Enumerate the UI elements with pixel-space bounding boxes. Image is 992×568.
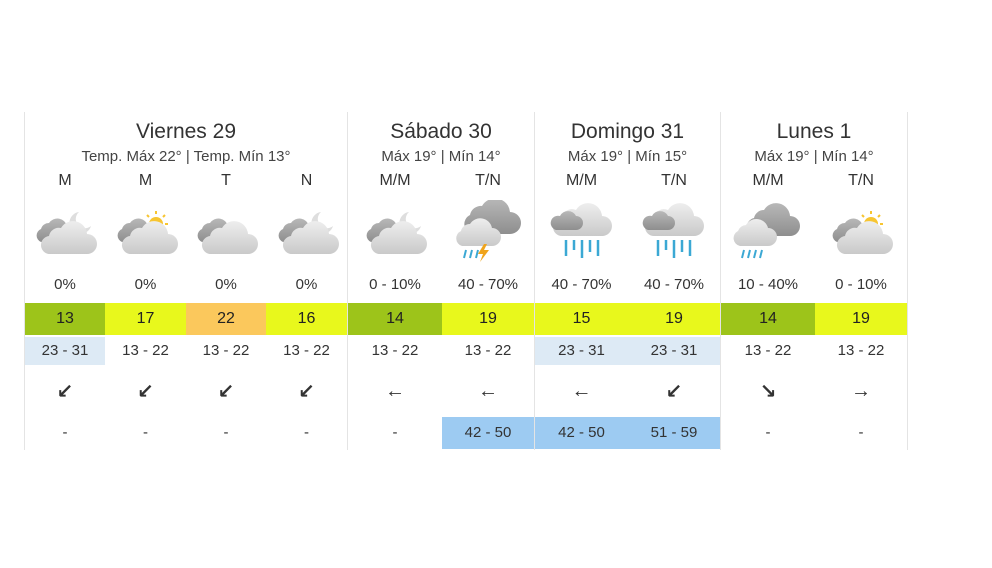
period-label: T [221, 172, 231, 189]
thunderstorm-rain-icon [442, 194, 534, 270]
wind-southeast-arrow-icon: ↘ [759, 380, 777, 403]
range-value: 23 - 31 [628, 337, 720, 365]
day-column-sabado: Sábado 30 Máx 19° | Mín 14° M/M 0 - 10% … [347, 112, 534, 450]
cloudy-moon-icon [348, 194, 442, 270]
day-column-viernes: Viernes 29 Temp. Máx 22° | Temp. Mín 13°… [24, 112, 347, 450]
gust-value: - [721, 417, 815, 449]
precip-chance: 40 - 70% [643, 276, 705, 293]
period-label: M/M [752, 172, 784, 189]
cloudy-moon-icon [266, 194, 347, 270]
gust-value: - [25, 417, 105, 449]
wind-west-arrow-icon: ← [478, 379, 498, 402]
precip-chance: 0 - 10% [835, 276, 887, 293]
day-column-lunes: Lunes 1 Máx 19° | Mín 14° M/M 10 - 40% 1… [720, 112, 908, 450]
precip-chance: 0 - 10% [369, 276, 421, 293]
temperature-value: 19 [442, 303, 534, 335]
period-column: N 0% 16 13 - 22 ↙ - [266, 168, 347, 449]
day-temp-summary: Máx 19° | Mín 14° [381, 148, 501, 165]
period-label: N [300, 172, 313, 189]
forecast-table: Viernes 29 Temp. Máx 22° | Temp. Mín 13°… [24, 112, 908, 450]
period-label: T/N [848, 172, 874, 189]
rain-icon [628, 194, 720, 270]
day-column-domingo: Domingo 31 Máx 19° | Mín 15° M/M 40 - 70… [534, 112, 720, 450]
gust-value: - [348, 417, 442, 449]
gust-value: - [815, 417, 907, 449]
temperature-value: 22 [186, 303, 266, 335]
period-label: M/M [379, 172, 411, 189]
period-column: M/M 10 - 40% 14 13 - 22 ↘ - [721, 168, 815, 449]
period-column: M 0% 17 13 - 22 ↙ - [105, 168, 186, 449]
temperature-value: 17 [105, 303, 186, 335]
period-column: T/N 0 - 10% 19 13 - 22 → - [815, 168, 907, 449]
temperature-value: 14 [348, 303, 442, 335]
wind-southwest-arrow-icon: ↙ [217, 380, 235, 403]
gust-value: - [266, 417, 347, 449]
precip-chance: 10 - 40% [737, 276, 799, 293]
wind-southwest-arrow-icon: ↙ [137, 380, 154, 403]
precip-chance: 40 - 70% [457, 276, 519, 293]
gust-value: - [105, 417, 186, 449]
precip-chance: 0% [215, 276, 237, 293]
temperature-value: 14 [721, 303, 815, 335]
day-temp-summary: Temp. Máx 22° | Temp. Mín 13° [81, 148, 291, 165]
range-value: 13 - 22 [348, 337, 442, 365]
day-title: Lunes 1 [776, 120, 852, 143]
wind-west-arrow-icon: ← [385, 379, 405, 402]
period-column: M 0% 13 23 - 31 ↙ - [25, 168, 105, 449]
temperature-value: 13 [25, 303, 105, 335]
period-label: T/N [661, 172, 687, 189]
day-temp-summary: Máx 19° | Mín 15° [567, 148, 688, 165]
gust-value: 42 - 50 [442, 417, 534, 449]
range-value: 13 - 22 [186, 337, 266, 365]
day-title: Viernes 29 [135, 120, 237, 143]
rain-icon [535, 194, 628, 270]
wind-west-arrow-icon: ← [571, 379, 592, 402]
precip-chance: 0% [295, 276, 318, 293]
precip-chance: 0% [54, 276, 76, 293]
period-label: M/M [565, 172, 598, 189]
range-value: 23 - 31 [25, 337, 105, 365]
day-temp-summary: Máx 19° | Mín 14° [754, 148, 874, 165]
day-title: Sábado 30 [390, 120, 492, 143]
partly-cloudy-sun-icon [105, 194, 186, 270]
range-value: 13 - 22 [266, 337, 347, 365]
wind-east-arrow-icon: → [851, 379, 871, 402]
period-column: T/N 40 - 70% 19 23 - 31 ↙ 51 - 59 [628, 168, 720, 449]
showers-icon [721, 194, 815, 270]
range-value: 13 - 22 [815, 337, 907, 365]
period-column: T/N 40 - 70% 19 13 - 22 ← 42 - 50 [442, 168, 534, 449]
period-column: M/M 40 - 70% 15 23 - 31 ← 42 - 50 [535, 168, 628, 449]
period-label: M [138, 172, 153, 189]
temperature-value: 15 [535, 303, 628, 335]
period-column: T 0% 22 13 - 22 ↙ - [186, 168, 266, 449]
temperature-value: 19 [815, 303, 907, 335]
cloudy-moon-icon [25, 194, 105, 270]
gust-value: - [186, 417, 266, 449]
range-value: 13 - 22 [105, 337, 186, 365]
wind-southwest-arrow-icon: ↙ [56, 380, 74, 403]
precip-chance: 0% [134, 276, 157, 293]
range-value: 13 - 22 [721, 337, 815, 365]
wind-southwest-arrow-icon: ↙ [298, 380, 315, 403]
range-value: 23 - 31 [535, 337, 628, 365]
wind-southwest-arrow-icon: ↙ [665, 380, 683, 403]
gust-value: 51 - 59 [628, 417, 720, 449]
temperature-value: 19 [628, 303, 720, 335]
range-value: 13 - 22 [442, 337, 534, 365]
period-label: M [58, 172, 72, 189]
cloudy-icon [186, 194, 266, 270]
partly-cloudy-sun-icon [815, 194, 907, 270]
temperature-value: 16 [266, 303, 347, 335]
period-column: M/M 0 - 10% 14 13 - 22 ← - [348, 168, 442, 449]
precip-chance: 40 - 70% [551, 276, 612, 293]
day-title: Domingo 31 [570, 120, 685, 143]
period-label: T/N [475, 172, 501, 189]
gust-value: 42 - 50 [535, 417, 628, 449]
